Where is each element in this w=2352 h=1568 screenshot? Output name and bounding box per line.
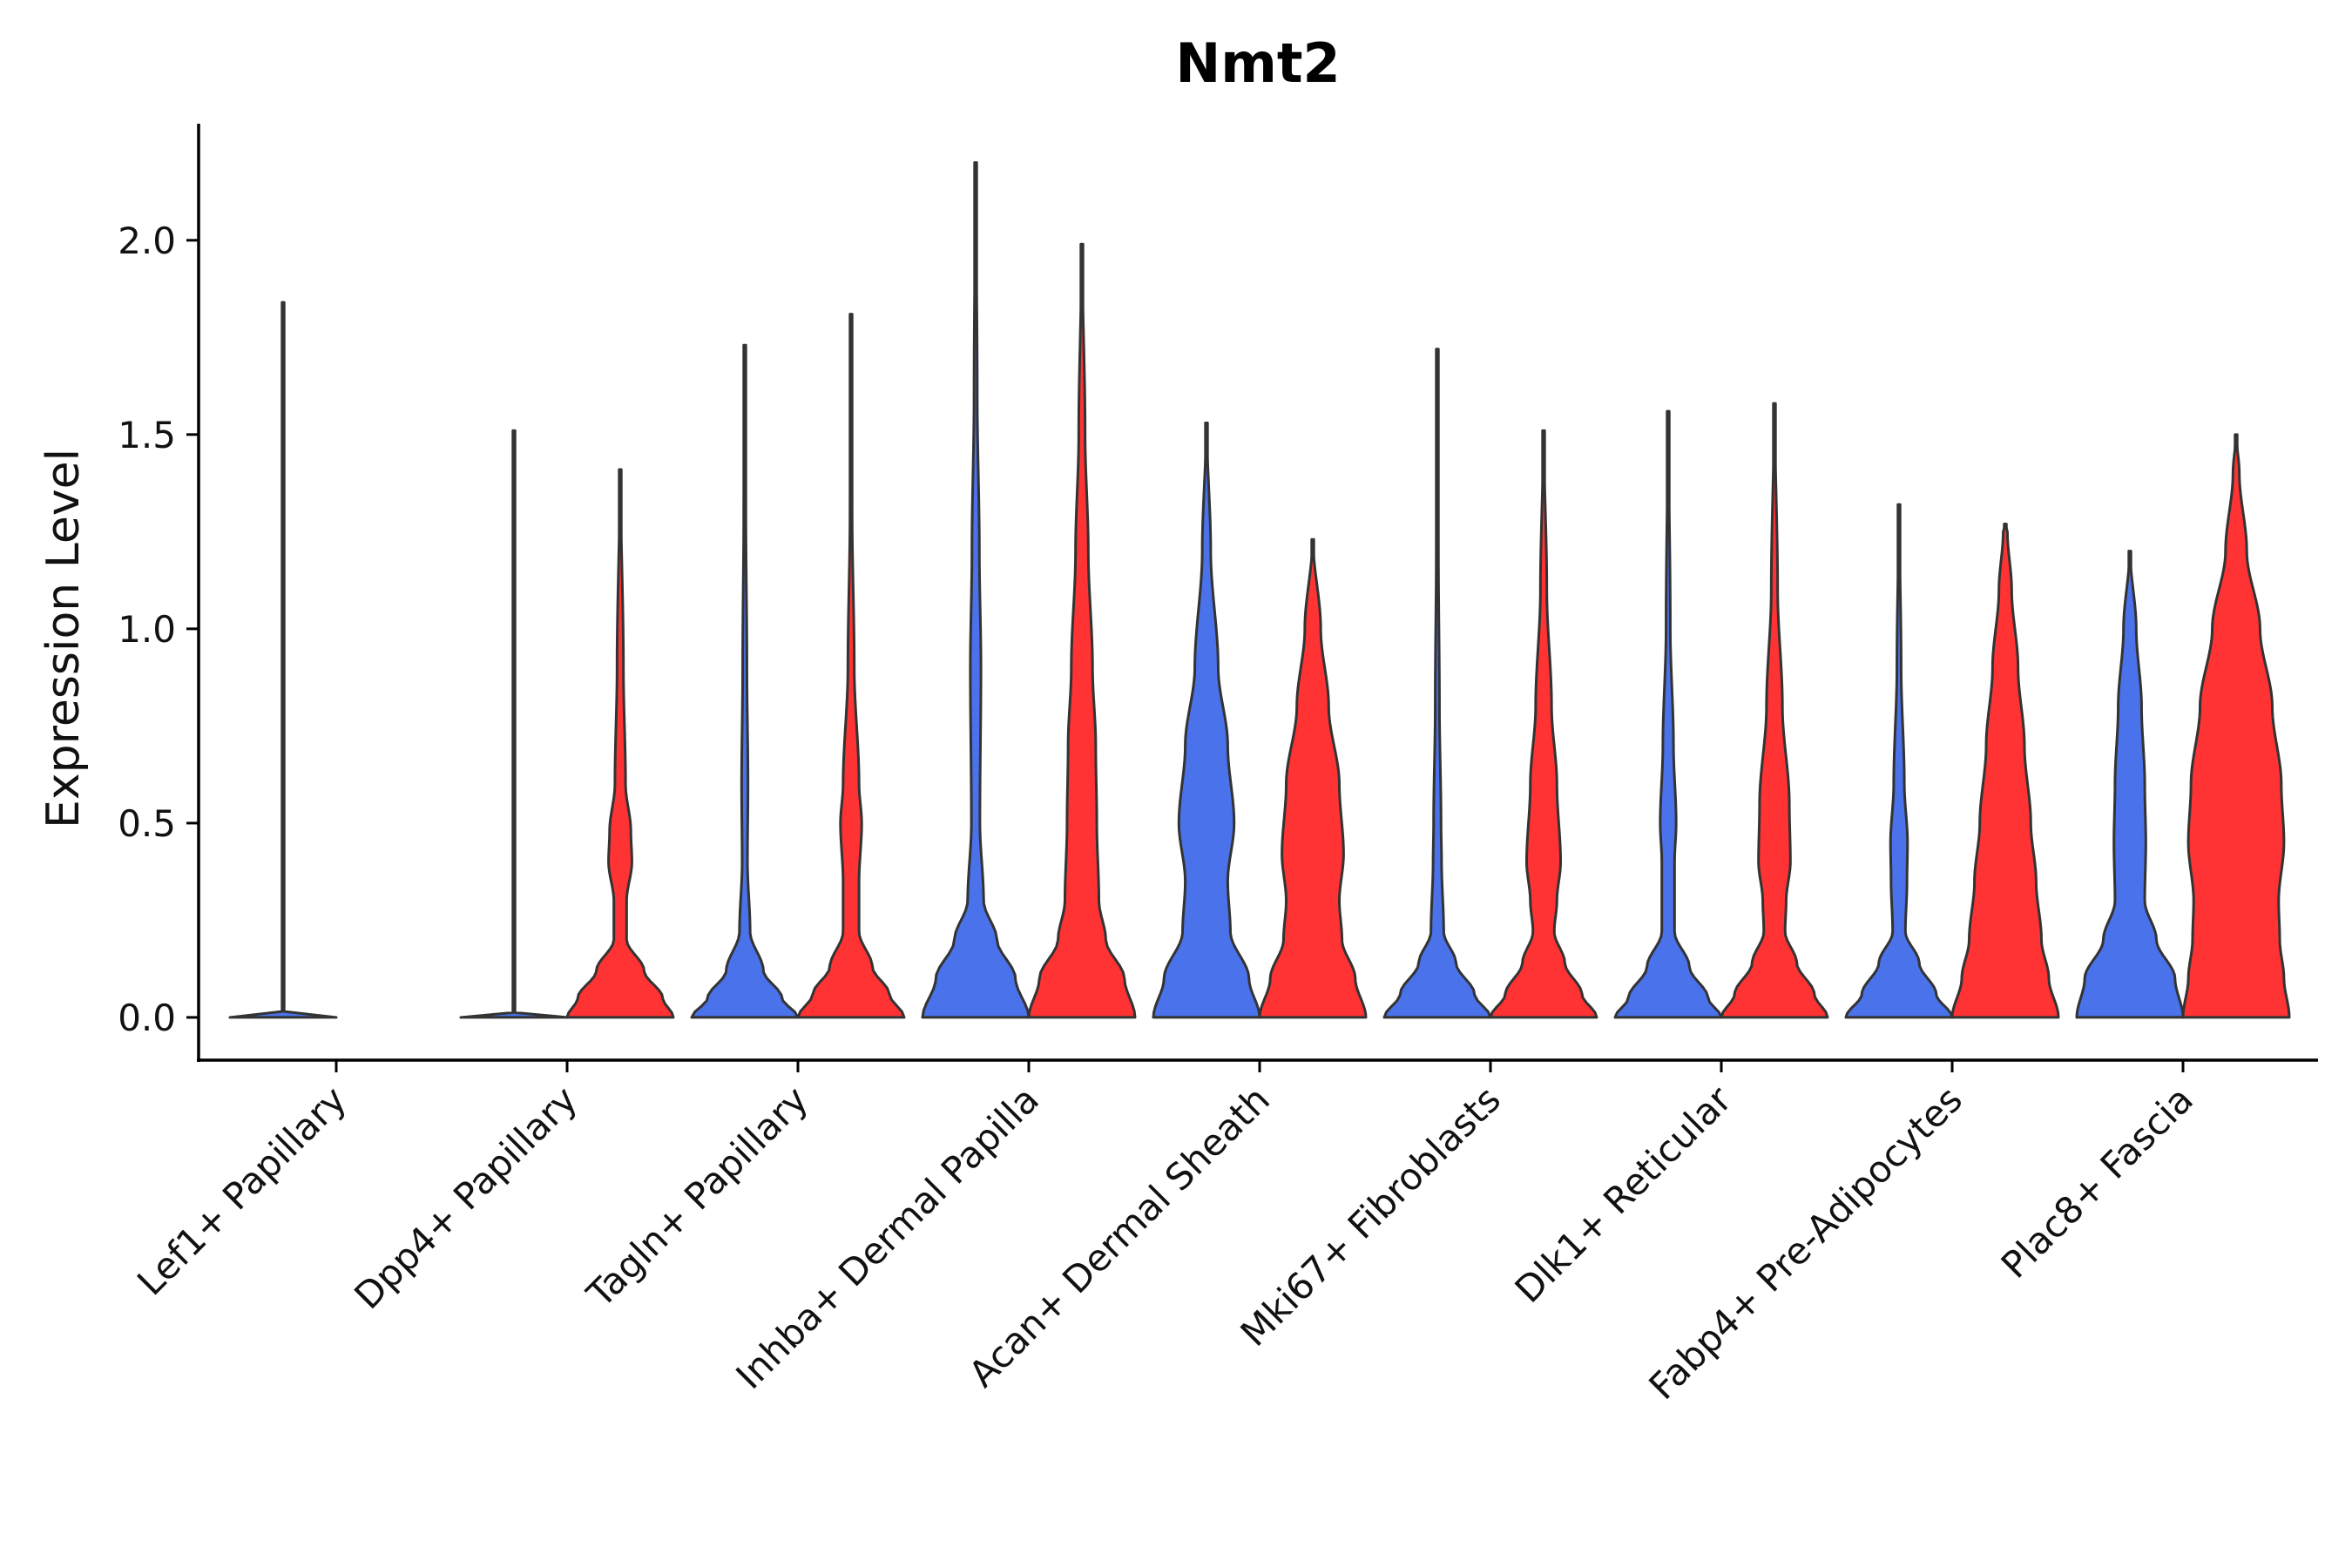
violin-group1-3 — [921, 161, 1031, 1019]
x-tick-label: Lef1+ Papillary — [129, 1078, 355, 1303]
violin-group1-6 — [1613, 409, 1723, 1019]
y-tick-label: 1.5 — [118, 414, 176, 456]
violin-group1-4 — [1152, 421, 1261, 1019]
y-tick-label: 1.0 — [118, 608, 176, 651]
violin-group1-0 — [228, 301, 338, 1019]
violin-group1-2 — [690, 343, 800, 1019]
chart-title: Nmt2 — [1175, 31, 1340, 95]
x-tick-label: Dpp4+ Papillary — [346, 1078, 585, 1317]
violin-group2-5 — [1489, 429, 1598, 1019]
violin-group2-1 — [565, 468, 675, 1019]
violin-group2-3 — [1027, 242, 1137, 1019]
y-tick-label: 2.0 — [118, 220, 176, 262]
violin-group1-7 — [1844, 503, 1954, 1019]
x-tick-label: Plac8+ Fascia — [1993, 1078, 2201, 1286]
violin-group2-7 — [1950, 522, 2060, 1019]
violin-group1-1 — [459, 429, 569, 1019]
violin-group2-2 — [796, 313, 906, 1019]
y-axis-ticks: 0.0 0.5 1.0 1.5 2.0 — [118, 220, 199, 1039]
x-tick-label: Tagln+ Papillary — [578, 1078, 816, 1315]
y-axis-title: Expression Level — [37, 449, 90, 828]
violin-group2-8 — [2181, 433, 2291, 1019]
violin-group1-8 — [2075, 550, 2185, 1019]
violin-group1-5 — [1382, 348, 1492, 1019]
y-tick-label: 0.5 — [118, 802, 176, 845]
violin-group2-4 — [1258, 537, 1368, 1019]
violin-group2-6 — [1720, 402, 1829, 1019]
violins-group — [228, 161, 2291, 1019]
x-tick-label: Mki67+ Fibroblasts — [1233, 1078, 1509, 1354]
x-tick-label: Dlk1+ Reticular — [1507, 1078, 1740, 1311]
y-tick-label: 0.0 — [118, 997, 176, 1039]
